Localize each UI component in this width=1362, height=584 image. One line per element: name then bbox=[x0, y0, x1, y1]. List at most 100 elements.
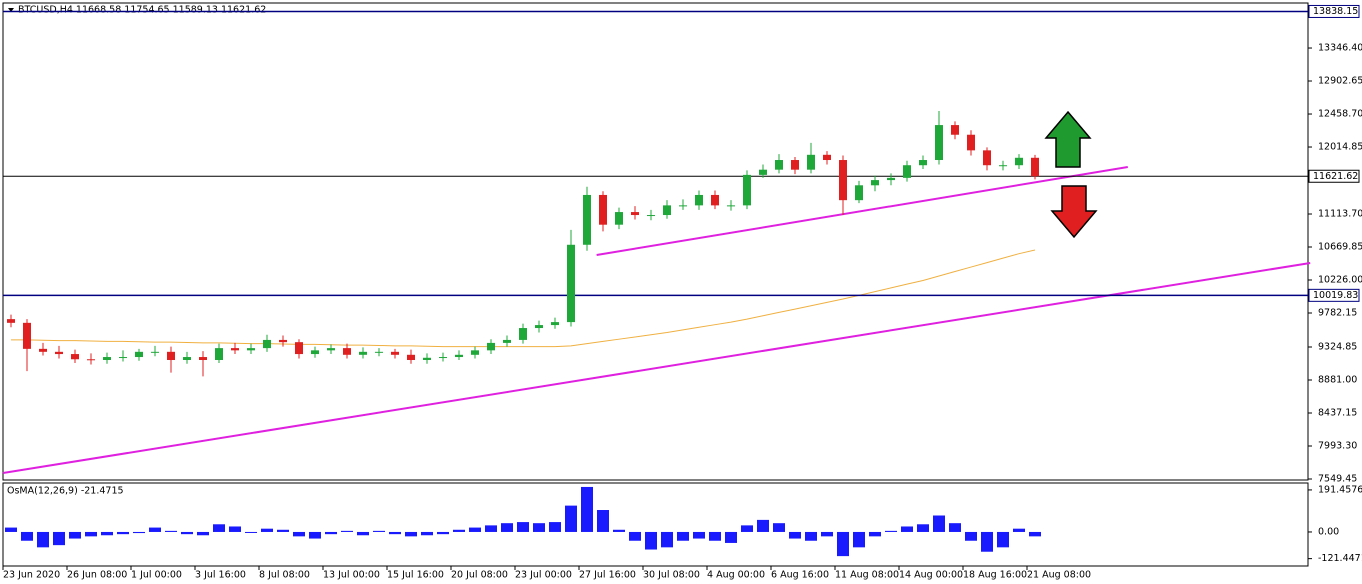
osma-bar bbox=[869, 531, 881, 537]
price-level-box bbox=[1308, 4, 1360, 18]
osma-bar bbox=[885, 530, 897, 532]
x-tick-label: 21 Aug 08:00 bbox=[1027, 570, 1091, 581]
candle-body bbox=[679, 205, 687, 207]
osma-bar bbox=[133, 531, 145, 534]
candle-body bbox=[423, 357, 431, 361]
candle-body bbox=[71, 354, 79, 360]
osma-bar bbox=[501, 523, 513, 532]
candle-body bbox=[759, 169, 767, 175]
osma-bar bbox=[901, 526, 913, 532]
y-tick-label: 9782.15 bbox=[1318, 308, 1357, 319]
candle-body bbox=[487, 342, 495, 351]
main-window bbox=[2, 2, 1309, 481]
candle-body bbox=[775, 160, 783, 170]
candle-body bbox=[439, 357, 447, 359]
candle-body bbox=[183, 357, 191, 361]
x-tick-label: 23 Jul 00:00 bbox=[515, 570, 572, 581]
osma-bar bbox=[933, 515, 945, 532]
x-tick-label: 6 Aug 16:00 bbox=[771, 570, 829, 581]
trend-line bbox=[596, 166, 1128, 257]
candle-body bbox=[87, 359, 95, 361]
candle-body bbox=[711, 194, 719, 206]
candle-body bbox=[263, 339, 271, 349]
osma-bar bbox=[37, 531, 49, 548]
x-tick-label: 14 Aug 00:00 bbox=[899, 570, 963, 581]
osma-bar bbox=[677, 531, 689, 541]
candle-body bbox=[567, 244, 575, 323]
osma-bar bbox=[357, 531, 369, 536]
osma-bar bbox=[1029, 531, 1041, 537]
candle-body bbox=[343, 348, 351, 355]
osma-bar bbox=[773, 523, 785, 532]
x-tick-label: 13 Jul 00:00 bbox=[323, 570, 380, 581]
moving-average bbox=[11, 249, 1036, 348]
osma-bar bbox=[581, 486, 593, 532]
candle-body bbox=[247, 348, 255, 351]
x-tick-label: 18 Aug 16:00 bbox=[963, 570, 1027, 581]
osma-bar bbox=[997, 531, 1009, 548]
osma-bar bbox=[597, 510, 609, 532]
osma-bar bbox=[533, 523, 545, 532]
x-tick-label: 11 Aug 08:00 bbox=[835, 570, 899, 581]
osma-bar bbox=[453, 529, 465, 532]
candle-body bbox=[951, 125, 959, 135]
candle-body bbox=[103, 357, 111, 361]
x-tick-label: 26 Jun 08:00 bbox=[67, 570, 127, 581]
candle-body bbox=[295, 342, 303, 355]
price-level-box bbox=[1308, 169, 1360, 183]
candle-body bbox=[39, 348, 47, 352]
y-tick-label: 8437.15 bbox=[1318, 408, 1357, 419]
candle-body bbox=[167, 351, 175, 361]
osma-bar bbox=[789, 531, 801, 539]
candle-body bbox=[551, 322, 559, 326]
osma-bar bbox=[117, 531, 129, 535]
osma-bar bbox=[629, 531, 641, 541]
candle-body bbox=[919, 160, 927, 166]
y-tick-label: 8881.00 bbox=[1318, 375, 1357, 386]
osma-bar bbox=[565, 505, 577, 532]
osma-bar bbox=[69, 531, 81, 539]
y-tick-label: 7993.30 bbox=[1318, 441, 1357, 452]
osma-bar bbox=[709, 531, 721, 541]
osma-bar bbox=[821, 531, 833, 537]
candle-body bbox=[663, 205, 671, 216]
osma-bar bbox=[805, 531, 817, 541]
osma-bar bbox=[949, 523, 961, 532]
osma-bar bbox=[309, 531, 321, 539]
x-tick-label: 8 Jul 08:00 bbox=[259, 570, 310, 581]
osma-bar bbox=[549, 522, 561, 532]
y-tick-label: 0.00 bbox=[1318, 526, 1339, 537]
candle-body bbox=[7, 319, 15, 323]
x-tick-label: 3 Jul 16:00 bbox=[195, 570, 246, 581]
y-tick-label: -121.4471 bbox=[1318, 553, 1362, 564]
osma-bar bbox=[741, 525, 753, 532]
osma-bar bbox=[757, 519, 769, 532]
osma-bar bbox=[485, 525, 497, 532]
osma-title: OsMA(12,26,9) -21.4715 bbox=[7, 486, 124, 497]
y-tick-label: 191.4576 bbox=[1318, 484, 1362, 495]
candle-body bbox=[231, 348, 239, 351]
x-tick-label: 23 Jun 2020 bbox=[3, 570, 60, 581]
y-tick-label: 10226.00 bbox=[1318, 275, 1362, 286]
osma-bar bbox=[277, 529, 289, 532]
candle-body bbox=[695, 194, 703, 206]
candle-body bbox=[999, 165, 1007, 167]
trend-line bbox=[2, 261, 1311, 474]
x-tick-label: 1 Jul 00:00 bbox=[131, 570, 182, 581]
candle-body bbox=[135, 351, 143, 358]
osma-bar bbox=[53, 531, 65, 546]
y-tick-label: 12014.85 bbox=[1318, 142, 1362, 153]
osma-bar bbox=[917, 524, 929, 532]
candle-body bbox=[615, 212, 623, 225]
candle-body bbox=[823, 154, 831, 161]
candle-body bbox=[391, 351, 399, 355]
osma-bar bbox=[181, 531, 193, 535]
candle-body bbox=[359, 351, 367, 355]
x-tick-label: 15 Jul 16:00 bbox=[387, 570, 444, 581]
candle-body bbox=[791, 160, 799, 170]
osma-bar bbox=[389, 531, 401, 535]
osma-bar bbox=[85, 531, 97, 537]
osma-bar bbox=[245, 531, 257, 533]
osma-bar bbox=[261, 528, 273, 532]
